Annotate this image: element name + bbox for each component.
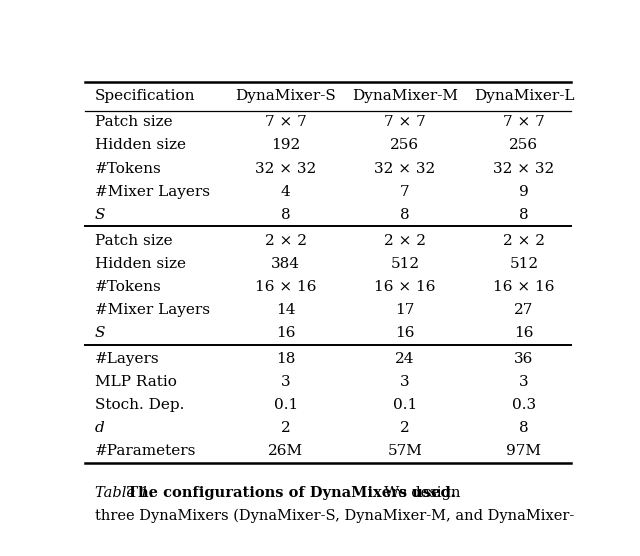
Text: 32 × 32: 32 × 32	[493, 162, 554, 176]
Text: 9: 9	[519, 185, 529, 198]
Text: 14: 14	[276, 303, 296, 317]
Text: 512: 512	[390, 257, 419, 271]
Text: three DynaMixers (DynaMixer-S, DynaMixer-M, and DynaMixer-: three DynaMixers (DynaMixer-S, DynaMixer…	[95, 509, 574, 523]
Text: #Mixer Layers: #Mixer Layers	[95, 185, 210, 198]
Text: 0.3: 0.3	[512, 398, 536, 412]
Text: 27: 27	[514, 303, 534, 317]
Text: 36: 36	[514, 352, 534, 366]
Text: 32 × 32: 32 × 32	[255, 162, 316, 176]
Text: 7 × 7: 7 × 7	[503, 116, 545, 130]
Text: 7: 7	[400, 185, 410, 198]
Text: 256: 256	[390, 138, 419, 152]
Text: 2: 2	[281, 421, 291, 435]
Text: 384: 384	[271, 257, 300, 271]
Text: 3: 3	[400, 375, 410, 389]
Text: 2 × 2: 2 × 2	[384, 234, 426, 247]
Text: 97M: 97M	[506, 444, 541, 458]
Text: #Tokens: #Tokens	[95, 162, 162, 176]
Text: 2 × 2: 2 × 2	[265, 234, 307, 247]
Text: 3: 3	[519, 375, 529, 389]
Text: 32 × 32: 32 × 32	[374, 162, 435, 176]
Text: 0.1: 0.1	[274, 398, 298, 412]
Text: Hidden size: Hidden size	[95, 257, 186, 271]
Text: 26M: 26M	[268, 444, 303, 458]
Text: 2 × 2: 2 × 2	[503, 234, 545, 247]
Text: 512: 512	[509, 257, 538, 271]
Text: 18: 18	[276, 352, 296, 366]
Text: 7 × 7: 7 × 7	[384, 116, 426, 130]
Text: Patch size: Patch size	[95, 234, 173, 247]
Text: 16: 16	[395, 326, 415, 340]
Text: 16: 16	[514, 326, 534, 340]
Text: 17: 17	[395, 303, 415, 317]
Text: Table 1.: Table 1.	[95, 486, 154, 500]
Text: Hidden size: Hidden size	[95, 138, 186, 152]
Text: 0.1: 0.1	[393, 398, 417, 412]
Text: 7 × 7: 7 × 7	[265, 116, 307, 130]
Text: The configurations of DynaMixers used.: The configurations of DynaMixers used.	[122, 486, 456, 500]
Text: 192: 192	[271, 138, 300, 152]
Text: 2: 2	[400, 421, 410, 435]
Text: Stoch. Dep.: Stoch. Dep.	[95, 398, 184, 412]
Text: DynaMixer-M: DynaMixer-M	[352, 90, 458, 103]
Text: Patch size: Patch size	[95, 116, 173, 130]
Text: DynaMixer-S: DynaMixer-S	[236, 90, 336, 103]
Text: 3: 3	[281, 375, 291, 389]
Text: DynaMixer-L: DynaMixer-L	[474, 90, 574, 103]
Text: 16 × 16: 16 × 16	[374, 280, 436, 294]
Text: 4: 4	[281, 185, 291, 198]
Text: 16 × 16: 16 × 16	[493, 280, 555, 294]
Text: #Mixer Layers: #Mixer Layers	[95, 303, 210, 317]
Text: 24: 24	[395, 352, 415, 366]
Text: 16: 16	[276, 326, 296, 340]
Text: 8: 8	[281, 208, 291, 222]
Text: #Layers: #Layers	[95, 352, 159, 366]
Text: 57M: 57M	[387, 444, 422, 458]
Text: S: S	[95, 326, 106, 340]
Text: We design: We design	[375, 486, 461, 500]
Text: d: d	[95, 421, 104, 435]
Text: Specification: Specification	[95, 90, 195, 103]
Text: 8: 8	[519, 208, 529, 222]
Text: 8: 8	[519, 421, 529, 435]
Text: MLP Ratio: MLP Ratio	[95, 375, 177, 389]
Text: 256: 256	[509, 138, 538, 152]
Text: #Tokens: #Tokens	[95, 280, 162, 294]
Text: S: S	[95, 208, 106, 222]
Text: 16 × 16: 16 × 16	[255, 280, 317, 294]
Text: 8: 8	[400, 208, 410, 222]
Text: #Parameters: #Parameters	[95, 444, 196, 458]
